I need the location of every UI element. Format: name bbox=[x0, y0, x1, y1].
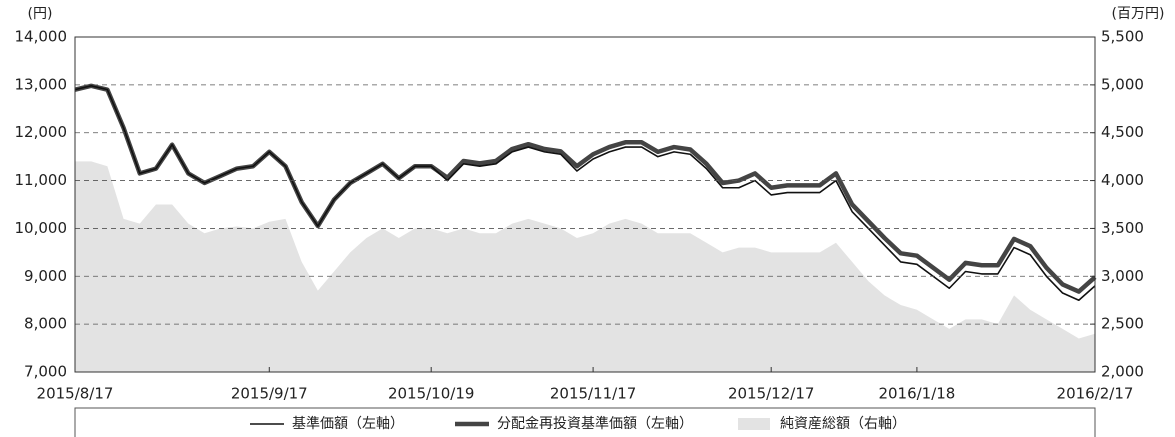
x-tick-label: 2015/12/17 bbox=[728, 385, 814, 403]
y2-unit-label: (百万円) bbox=[1112, 6, 1165, 22]
line bbox=[74, 85, 1096, 302]
area bbox=[75, 161, 1095, 372]
legend-label: 分配金再投資基準価額（左軸） bbox=[497, 415, 693, 432]
x-tick-label: 2015/11/17 bbox=[550, 385, 636, 403]
y2-tick-label: 5,000 bbox=[1101, 75, 1144, 93]
y-tick-label: 10,000 bbox=[15, 219, 68, 237]
x-tick-label: 2015/10/19 bbox=[388, 385, 474, 403]
y2-tick-label: 5,500 bbox=[1101, 28, 1144, 46]
y2-tick-label: 3,500 bbox=[1101, 219, 1144, 237]
x-tick-label: 2015/8/17 bbox=[37, 385, 114, 403]
y-tick-label: 11,000 bbox=[15, 171, 68, 189]
x-tick-label: 2016/2/17 bbox=[1057, 385, 1134, 403]
y-tick-label: 13,000 bbox=[15, 75, 68, 93]
legend-label: 基準価額（左軸） bbox=[292, 415, 404, 432]
y2-tick-label: 2,000 bbox=[1101, 363, 1144, 381]
y2-tick-label: 3,000 bbox=[1101, 267, 1144, 285]
x-tick-label: 2015/9/17 bbox=[231, 385, 308, 403]
y-tick-label: 9,000 bbox=[24, 267, 67, 285]
y-tick-label: 14,000 bbox=[15, 28, 68, 46]
y-tick-label: 7,000 bbox=[24, 363, 67, 381]
x-tick-label: 2016/1/18 bbox=[878, 385, 955, 403]
legend-label: 純資産総額（右軸） bbox=[780, 416, 906, 432]
plot-frame bbox=[74, 36, 1096, 373]
y-tick-label: 12,000 bbox=[15, 123, 68, 141]
legend-swatch bbox=[738, 418, 770, 430]
y2-tick-label: 4,500 bbox=[1101, 123, 1144, 141]
y-unit-label: (円) bbox=[28, 6, 53, 22]
y2-tick-label: 2,500 bbox=[1101, 315, 1144, 333]
legend-frame bbox=[74, 407, 1096, 437]
y-tick-label: 8,000 bbox=[24, 315, 67, 333]
y2-tick-label: 4,000 bbox=[1101, 171, 1144, 189]
